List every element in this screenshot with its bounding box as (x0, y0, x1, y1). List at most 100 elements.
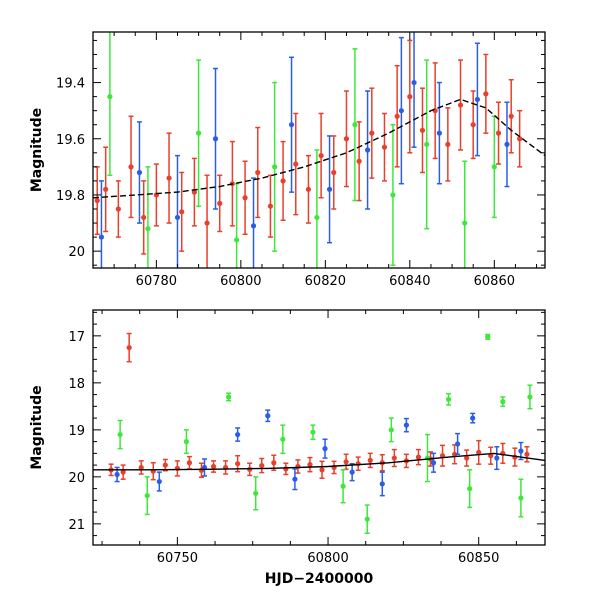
data-point (419, 127, 426, 133)
data-point (288, 122, 295, 128)
data-point (117, 431, 123, 438)
series-2 (117, 333, 533, 534)
data-point (355, 461, 361, 467)
data-point (126, 345, 132, 351)
data-point (293, 161, 299, 167)
x-tick-label: 60820 (305, 274, 346, 289)
data-point (364, 147, 371, 153)
y-tick-label: 18 (68, 377, 85, 392)
plot-area (93, 332, 545, 534)
data-point (319, 467, 325, 473)
data-point (128, 164, 134, 170)
data-point (398, 108, 404, 114)
data-point (340, 483, 346, 489)
data-point (120, 469, 126, 475)
data-point (115, 206, 121, 212)
data-point (415, 454, 422, 460)
y-tick-label: 19.6 (56, 133, 85, 148)
data-point (445, 141, 451, 147)
data-point (272, 164, 278, 170)
data-point (94, 197, 100, 204)
data-point (235, 431, 241, 438)
x-tick-label: 60800 (220, 274, 261, 289)
panel-bottom: 60750 60800 60850 17 18 19 20 21 Magnitude HJD−24… (29, 309, 546, 587)
data-point (485, 334, 491, 340)
y-tick-label: 19 (68, 424, 85, 439)
data-point (517, 136, 523, 142)
data-point (500, 399, 506, 405)
model-curve (93, 98, 545, 199)
data-point (326, 186, 333, 192)
data-point (191, 189, 197, 195)
data-point (457, 102, 464, 108)
data-point (464, 455, 470, 461)
data-point (524, 451, 530, 457)
data-point (210, 463, 217, 470)
data-point (495, 130, 502, 136)
data-point (504, 141, 510, 147)
data-point (407, 94, 413, 100)
data-point (186, 460, 193, 466)
data-point (343, 136, 350, 142)
data-point (476, 449, 482, 456)
panel-top: 60780 60800 60820 60840 60860 19.4 19.6 19.8 20 M… (29, 31, 546, 289)
data-point (242, 195, 248, 201)
y-axis-label: Magnitude (29, 385, 45, 469)
data-point (430, 460, 437, 466)
data-point (379, 481, 385, 487)
data-point (356, 158, 362, 164)
data-point (250, 223, 257, 229)
data-point (462, 220, 468, 226)
y-tick-label: 17 (68, 330, 85, 345)
data-point (394, 113, 400, 119)
x-tick-label: 60840 (389, 274, 430, 289)
plot-area (93, 32, 545, 268)
data-point (391, 455, 397, 461)
data-point (226, 394, 232, 400)
y-axis-label: Magnitude (29, 108, 45, 192)
data-point (156, 478, 162, 485)
y-tick-label: 19.4 (56, 77, 85, 92)
data-point (491, 164, 497, 170)
data-point (331, 169, 337, 176)
data-point (138, 464, 144, 471)
series-0 (108, 332, 530, 481)
data-point (467, 486, 473, 492)
data-point (145, 226, 151, 232)
data-point (349, 469, 355, 475)
y-tick-label: 21 (68, 518, 85, 533)
data-point (470, 122, 476, 128)
x-axis-label: HJD−2400000 (265, 571, 374, 587)
data-point (217, 200, 223, 206)
plot-frame (92, 309, 546, 546)
data-point (318, 153, 324, 159)
data-point (403, 422, 409, 428)
data-point (343, 459, 349, 465)
data-point (307, 462, 313, 468)
x-tick-label: 60860 (474, 274, 515, 289)
data-point (445, 396, 452, 402)
data-point (196, 130, 202, 136)
series-0 (94, 39, 523, 268)
y-tick-label: 19.8 (56, 189, 85, 204)
data-point (314, 214, 320, 221)
data-point (310, 429, 316, 435)
data-point (518, 495, 524, 501)
data-point (292, 476, 298, 482)
data-point (390, 192, 396, 198)
data-point (322, 446, 328, 452)
data-point (283, 466, 289, 472)
data-point (114, 471, 120, 478)
data-point (141, 214, 147, 221)
x-tick-label: 60850 (458, 551, 499, 566)
data-point (98, 234, 105, 240)
data-point (483, 91, 489, 97)
data-point (234, 237, 240, 243)
data-point (166, 175, 172, 181)
data-point (265, 413, 271, 419)
x-tick-label: 60750 (157, 551, 198, 566)
data-point (253, 490, 259, 496)
data-point (204, 220, 210, 226)
data-point (452, 451, 458, 457)
data-point (367, 457, 373, 463)
